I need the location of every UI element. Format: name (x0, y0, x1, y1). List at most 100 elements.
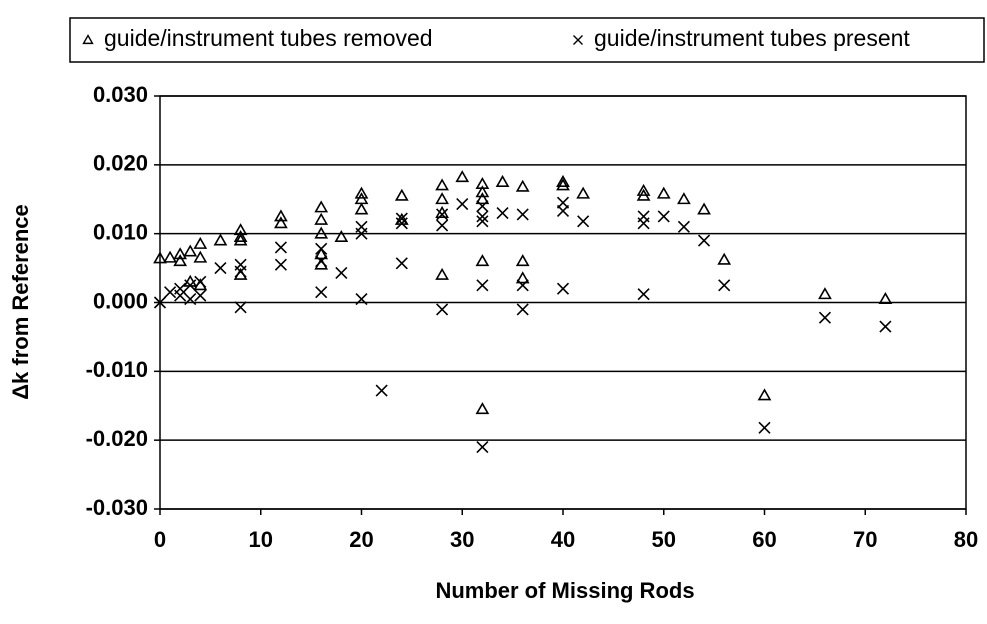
point (274, 258, 287, 271)
legend-marker (82, 34, 94, 45)
point (314, 226, 329, 239)
point (475, 192, 490, 205)
point (153, 296, 167, 309)
legend-label: guide/instrument tubes present (594, 25, 910, 51)
point (395, 212, 408, 225)
point (274, 209, 288, 222)
point (436, 219, 449, 232)
point (475, 185, 490, 198)
y-tick-label: -0.020 (86, 426, 148, 451)
point (164, 286, 177, 299)
x-tick-label: 60 (752, 527, 776, 552)
point (354, 202, 369, 215)
point (173, 254, 188, 267)
point (274, 241, 287, 254)
x-tick-label: 50 (652, 527, 676, 552)
point (355, 292, 368, 306)
point (274, 216, 288, 229)
point (516, 303, 529, 316)
point (435, 267, 449, 280)
point (757, 388, 772, 401)
point (636, 188, 651, 201)
point (315, 286, 328, 299)
point (556, 282, 570, 295)
y-axis-title: Δk from Reference (8, 204, 33, 400)
point (657, 210, 670, 223)
x-axis-title: Number of Missing Rods (435, 578, 694, 603)
point (173, 247, 188, 260)
point (717, 252, 732, 265)
point (718, 279, 731, 292)
point (656, 186, 671, 199)
point (496, 206, 509, 220)
point (476, 210, 489, 223)
legend-box (69, 17, 985, 63)
point (758, 421, 771, 434)
point (234, 265, 247, 278)
legend-label: guide/instrument tubes removed (104, 25, 433, 51)
point (193, 236, 208, 249)
point (476, 440, 489, 454)
y-tick-label: 0.020 (93, 151, 148, 176)
x-tick-label: 10 (249, 527, 273, 552)
point (355, 227, 368, 240)
point (515, 179, 530, 192)
point (214, 262, 227, 275)
point (475, 254, 490, 267)
point (184, 292, 197, 306)
point (354, 186, 369, 199)
point (476, 279, 489, 292)
point (233, 229, 248, 243)
point (334, 229, 349, 243)
point (818, 287, 832, 300)
point (375, 384, 388, 397)
point (153, 251, 167, 264)
point (476, 200, 489, 213)
point (335, 266, 348, 279)
point (697, 234, 711, 247)
y-tick-label: 0.000 (93, 288, 148, 313)
point (495, 174, 510, 187)
x-tick-label: 70 (853, 527, 877, 552)
x-tick-label: 0 (154, 527, 166, 552)
point (878, 291, 893, 304)
point (637, 217, 650, 230)
point (174, 289, 187, 302)
point (515, 254, 530, 267)
point (556, 174, 570, 187)
point (395, 257, 408, 270)
point (435, 205, 449, 218)
point (697, 202, 711, 215)
point (476, 215, 489, 228)
point (213, 233, 228, 246)
point (516, 279, 529, 292)
point (435, 192, 449, 205)
point (315, 242, 328, 255)
point (556, 178, 570, 191)
point (193, 250, 208, 263)
point (233, 233, 248, 246)
point (515, 271, 530, 284)
x-tick-label: 20 (349, 527, 373, 552)
x-tick-label: 40 (551, 527, 575, 552)
y-tick-label: 0.010 (93, 219, 148, 244)
point (637, 288, 650, 301)
point (818, 311, 832, 324)
point (456, 198, 469, 211)
legend-marker (573, 35, 583, 45)
point (435, 178, 449, 191)
point (184, 279, 197, 292)
point (677, 220, 690, 233)
point (315, 255, 328, 268)
point (314, 200, 329, 213)
point (194, 275, 207, 288)
point (576, 186, 591, 199)
point (677, 192, 691, 205)
y-tick-label: 0.030 (93, 82, 148, 107)
x-tick-label: 30 (450, 527, 474, 552)
point (556, 204, 570, 218)
point (234, 301, 247, 314)
x-tick-label: 80 (954, 527, 978, 552)
point (636, 183, 651, 196)
point (879, 320, 892, 333)
